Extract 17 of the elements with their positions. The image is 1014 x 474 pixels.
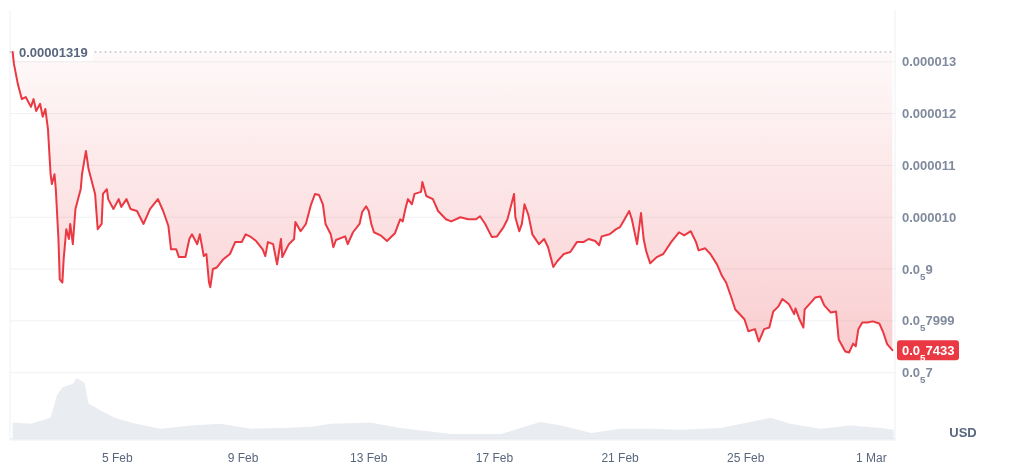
x-tick-label: 21 Feb [601, 451, 640, 465]
y-tick-label: 0.000012 [902, 106, 957, 122]
x-tick-label: 5 Feb [102, 451, 134, 465]
x-tick-label: 1 Mar [856, 451, 887, 465]
y-tick-label: 0.0$_{5}$7999 [902, 313, 955, 333]
x-tick-label: 17 Feb [475, 451, 514, 465]
y-tick-label: 0.000013 [902, 54, 957, 70]
x-tick-label: 9 Feb [227, 451, 259, 465]
y-tick-label: 0.0$_{5}$9 [902, 261, 933, 282]
y-tick-label: 0.000010 [902, 209, 957, 225]
annotation: 0.0$_{5}$7433 [902, 342, 955, 363]
y-axis-title: USD [949, 425, 977, 440]
x-tick-label: 25 Feb [727, 451, 765, 465]
x-tick-label: 13 Feb [350, 451, 388, 465]
y-tick-label: 0.0$_{5}$7 [902, 365, 933, 385]
ref-line-label: 0.00001319 [19, 44, 88, 60]
y-tick-label: 0.000011 [902, 157, 956, 173]
